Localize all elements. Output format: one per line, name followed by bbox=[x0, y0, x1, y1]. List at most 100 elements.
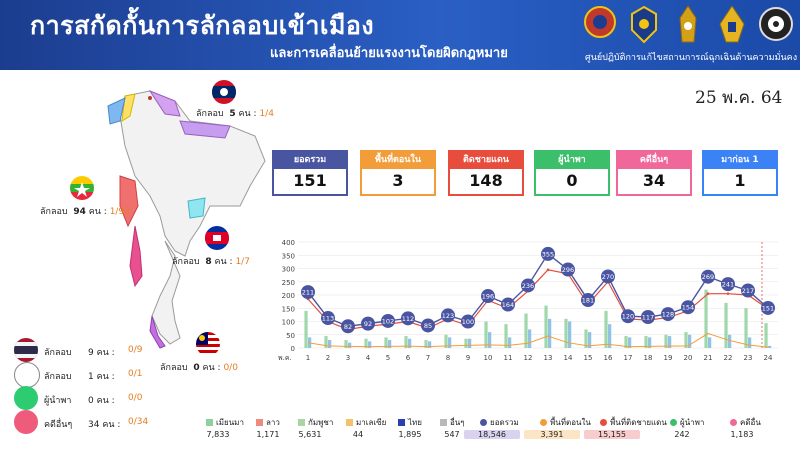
total-data-label: 154 bbox=[682, 304, 694, 312]
total-data-label: 92 bbox=[364, 320, 372, 328]
legend-label: พื้นที่ตอนใน bbox=[550, 418, 591, 427]
legend-total: 5,631 bbox=[298, 430, 322, 439]
bar bbox=[504, 324, 508, 348]
x-tick-label: 15 bbox=[584, 354, 593, 362]
bar bbox=[348, 342, 352, 348]
total-data-label: 236 bbox=[522, 282, 534, 290]
bar bbox=[548, 318, 552, 348]
total-data-label: 296 bbox=[562, 266, 574, 274]
total-data-label: 269 bbox=[702, 273, 714, 281]
total-point bbox=[401, 311, 415, 326]
legend-label: เมียนมา bbox=[216, 418, 244, 427]
x-axis-prefix: พ.ค. bbox=[278, 354, 292, 362]
legend-total: 242 bbox=[674, 430, 690, 439]
legend-swatch-icon bbox=[670, 419, 677, 426]
y-tick-label: 250 bbox=[282, 279, 295, 287]
total-point bbox=[621, 309, 635, 324]
legend-total: 547 bbox=[444, 430, 460, 439]
y-tick-label: 50 bbox=[286, 332, 295, 340]
bar bbox=[768, 345, 772, 348]
emblem-5-icon bbox=[759, 7, 793, 41]
total-point bbox=[361, 316, 375, 331]
bar bbox=[684, 332, 688, 348]
stat-before-april: มาก่อน 1 เม.ย.64 1 bbox=[702, 150, 778, 196]
total-point bbox=[601, 269, 615, 284]
total-point bbox=[301, 285, 315, 300]
total-data-label: 102 bbox=[382, 317, 394, 325]
legend-label: ผู้นำพา bbox=[680, 418, 705, 427]
total-data-label: 117 bbox=[642, 313, 654, 321]
malaysia-flag-icon bbox=[196, 332, 220, 356]
stat-other-cases: คดีอื่นๆ 34 bbox=[616, 150, 692, 196]
header-banner: การสกัดกั้นการลักลอบเข้าเมือง และการเคลื… bbox=[0, 0, 800, 70]
legend-entry: เมียนมา bbox=[206, 416, 244, 429]
legend-total: 1,895 bbox=[398, 430, 422, 439]
bar bbox=[444, 334, 448, 348]
legend-label: ยอดรวม bbox=[490, 418, 519, 427]
x-tick-label: 23 bbox=[744, 354, 753, 362]
bar bbox=[544, 305, 548, 348]
total-data-label: 82 bbox=[344, 323, 352, 331]
legend-total: 3,391 bbox=[524, 430, 580, 439]
legend-label: คดีอื่น bbox=[740, 418, 761, 427]
bar bbox=[528, 329, 532, 348]
legend-label: มาเลเซีย bbox=[356, 418, 387, 427]
border-point bbox=[706, 292, 710, 295]
total-point bbox=[681, 300, 695, 315]
x-tick-label: 11 bbox=[504, 354, 513, 362]
laos-flag-icon bbox=[212, 80, 236, 104]
legend-entry: ลาว bbox=[256, 416, 280, 429]
bar bbox=[604, 310, 608, 348]
legend-swatch-icon bbox=[256, 419, 263, 426]
total-point bbox=[501, 297, 515, 312]
bar bbox=[644, 336, 648, 348]
total-point bbox=[741, 283, 755, 298]
total-line bbox=[307, 252, 769, 327]
legend-total: 15,155 bbox=[584, 430, 640, 439]
bar bbox=[724, 302, 728, 348]
legend-entry: ผู้นำพา bbox=[670, 416, 704, 429]
bar bbox=[364, 338, 368, 348]
legend-swatch-icon bbox=[206, 419, 213, 426]
total-data-label: 85 bbox=[424, 322, 432, 330]
x-tick-label: 22 bbox=[724, 354, 733, 362]
y-tick-label: 400 bbox=[282, 239, 295, 247]
total-data-label: 100 bbox=[462, 318, 474, 326]
legend-total: 44 bbox=[352, 430, 364, 439]
page-title: การสกัดกั้นการลักลอบเข้าเมือง bbox=[30, 11, 375, 40]
legend-entry: คดีอื่น bbox=[730, 416, 761, 429]
myanmar-stat: ลักลอบ 94 คน : 1/93 bbox=[40, 207, 130, 217]
bar bbox=[328, 340, 332, 348]
emblem-3-icon bbox=[679, 5, 697, 43]
cambodia-flag-icon bbox=[205, 226, 229, 250]
stat-border: ติดชายแดน 148 bbox=[448, 150, 524, 196]
legend-entry: พื้นที่ตอนใน bbox=[540, 416, 591, 429]
bar bbox=[648, 337, 652, 348]
x-tick-label: 20 bbox=[684, 354, 693, 362]
bar bbox=[324, 336, 328, 348]
bar bbox=[728, 334, 732, 348]
legend-label: กัมพูชา bbox=[308, 418, 334, 427]
x-tick-label: 17 bbox=[624, 354, 633, 362]
total-point bbox=[381, 313, 395, 328]
stat-guide: ผู้นำพา 0 bbox=[534, 150, 610, 196]
total-data-label: 112 bbox=[402, 315, 414, 323]
stat-inland: พื้นที่ตอนใน 3 bbox=[360, 150, 436, 196]
bar bbox=[664, 334, 668, 348]
total-data-label: 123 bbox=[442, 312, 454, 320]
x-tick-label: 14 bbox=[564, 354, 573, 362]
x-tick-label: 19 bbox=[664, 354, 673, 362]
legend-entry: ไทย bbox=[398, 416, 422, 429]
bar bbox=[568, 321, 572, 348]
x-tick-label: 18 bbox=[644, 354, 653, 362]
bar bbox=[484, 321, 488, 348]
legend-total: 1,183 bbox=[730, 430, 754, 439]
total-point bbox=[441, 308, 455, 323]
total-point bbox=[481, 289, 495, 304]
total-point bbox=[641, 309, 655, 324]
x-tick-label: 2 bbox=[326, 354, 330, 362]
x-tick-label: 21 bbox=[704, 354, 713, 362]
legend-entry: กัมพูชา bbox=[298, 416, 333, 429]
total-data-label: 128 bbox=[662, 311, 674, 319]
total-point bbox=[321, 311, 335, 326]
